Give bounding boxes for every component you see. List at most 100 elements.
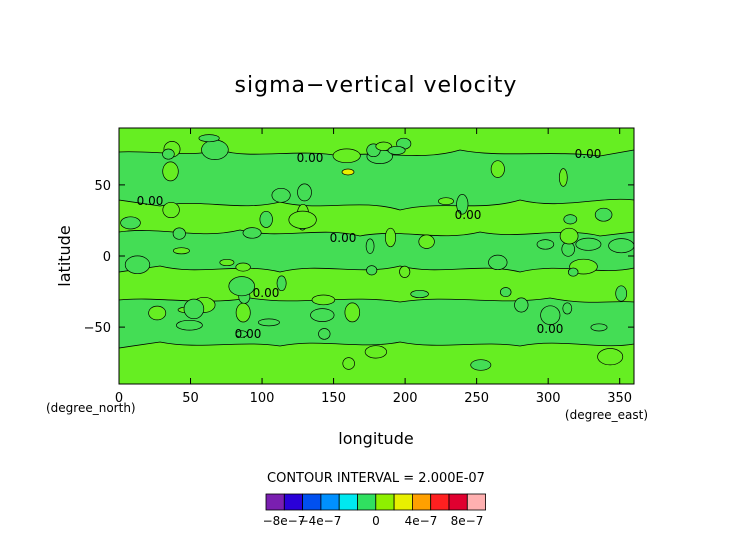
plot-area: 0.00 0.00 0.00 0.00 0.00 0.00 0.00 0.00 xyxy=(118,127,635,385)
colorbar: −8e−7−4e−7 0 4e−7 8e−7 xyxy=(263,493,486,528)
contour-label: 0.00 xyxy=(297,151,324,165)
chart-title: sigma−vertical velocity xyxy=(235,73,518,98)
contour-blob xyxy=(365,238,375,254)
contour-blob xyxy=(235,262,251,272)
contour-labels: 0.00 0.00 0.00 0.00 0.00 0.00 0.00 0.00 xyxy=(137,147,602,341)
contour-label: 0.00 xyxy=(537,322,564,336)
contour-blob xyxy=(559,227,579,245)
colorbar-swatch xyxy=(393,493,413,511)
colorbar-label: 8e−7 xyxy=(451,514,484,528)
colorbar-label: 0 xyxy=(372,514,380,528)
colorbar-swatch xyxy=(411,493,432,511)
contour-blob xyxy=(172,227,186,240)
contour-interval: CONTOUR INTERVAL = 2.000E-07 xyxy=(267,471,485,486)
contour-blob xyxy=(235,330,248,338)
contour-blob xyxy=(590,323,608,332)
contour-blob xyxy=(418,234,435,249)
contour-blob xyxy=(228,276,255,297)
contour-blob xyxy=(366,265,378,276)
contour-blob xyxy=(219,258,235,267)
contour-blob xyxy=(488,254,508,271)
y-units: (degree_north) xyxy=(46,401,136,415)
colorbar-swatch xyxy=(320,493,340,511)
contour-blob xyxy=(288,210,317,229)
contour-blob xyxy=(615,285,628,302)
contour-label: 0.00 xyxy=(137,194,164,208)
contour-band-1 xyxy=(118,229,635,273)
contour-blob xyxy=(499,287,512,298)
contour-blob xyxy=(536,239,555,250)
contour-blob xyxy=(567,267,579,277)
colorbar-label: −8e−7 xyxy=(263,514,306,528)
contour-blob xyxy=(297,183,312,202)
colorbar-swatch xyxy=(357,493,377,511)
contour-label: 0.00 xyxy=(575,147,602,161)
contour-blob-positive xyxy=(341,168,355,176)
contour-blob xyxy=(172,247,190,255)
contour-label: 0.00 xyxy=(330,231,357,245)
y-axis-label: latitude xyxy=(55,225,74,286)
contour-blob xyxy=(183,298,205,320)
x-tick-label: 100 xyxy=(250,391,275,406)
contour-blob xyxy=(332,148,361,164)
colorbar-label: −4e−7 xyxy=(299,514,342,528)
contour-blob xyxy=(120,216,141,230)
contour-blob xyxy=(162,161,179,182)
x-units: (degree_east) xyxy=(565,408,648,422)
contour-blob xyxy=(410,289,429,299)
y-tick-label: −50 xyxy=(84,321,111,336)
contour-blob xyxy=(124,255,151,275)
x-tick-label: 0 xyxy=(115,391,123,406)
x-axis: 0 50 100 150 200 250 300 350 xyxy=(115,128,632,406)
y-tick-label: 50 xyxy=(94,179,111,194)
x-tick-label: 350 xyxy=(607,391,632,406)
colorbar-swatch xyxy=(448,493,468,511)
contour-blob xyxy=(242,227,262,239)
x-tick-label: 300 xyxy=(536,391,561,406)
contour-blob xyxy=(562,302,573,315)
contour-blob xyxy=(162,201,180,219)
contour-blob xyxy=(594,207,613,222)
contour-blob xyxy=(311,294,336,306)
contour-blob xyxy=(162,148,175,160)
contour-blob xyxy=(257,318,280,327)
contour-blob xyxy=(259,210,273,228)
contour-blob xyxy=(558,168,568,187)
contour-blob xyxy=(148,305,167,321)
contour-blob xyxy=(514,297,529,313)
contour-blob xyxy=(342,357,355,370)
contour-blob xyxy=(540,305,561,325)
contour-blob xyxy=(176,319,203,331)
contour-blob xyxy=(597,348,624,366)
colorbar-swatch xyxy=(283,493,303,511)
contour-blob xyxy=(456,194,469,215)
contour-blob xyxy=(375,141,392,151)
contour-blob xyxy=(438,197,454,206)
x-axis-label: longitude xyxy=(338,429,413,448)
contour-blob xyxy=(201,139,229,160)
contour-regions xyxy=(118,134,635,371)
contour-label: 0.00 xyxy=(455,208,482,222)
y-axis: −50 0 50 xyxy=(84,179,634,336)
contour-blob xyxy=(387,145,406,155)
contour-blob xyxy=(575,237,602,251)
colorbar-swatch xyxy=(265,493,285,511)
contour-blob xyxy=(364,345,388,359)
contour-blob xyxy=(271,187,291,203)
contour-blob xyxy=(344,302,361,323)
contour-blob xyxy=(608,238,635,254)
contour-blob xyxy=(318,328,331,340)
x-tick-label: 50 xyxy=(182,391,199,406)
contour-blob xyxy=(198,134,220,143)
colorbar-label: 4e−7 xyxy=(405,514,438,528)
colorbar-swatch xyxy=(375,493,395,511)
contour-blob xyxy=(310,308,335,322)
contour-label: 0.00 xyxy=(253,286,280,300)
x-tick-label: 150 xyxy=(321,391,346,406)
contour-blob xyxy=(276,275,287,292)
contour-blob xyxy=(490,160,505,178)
colorbar-swatch xyxy=(430,493,450,511)
colorbar-swatch xyxy=(466,493,486,511)
contour-label: 0.00 xyxy=(235,327,262,341)
